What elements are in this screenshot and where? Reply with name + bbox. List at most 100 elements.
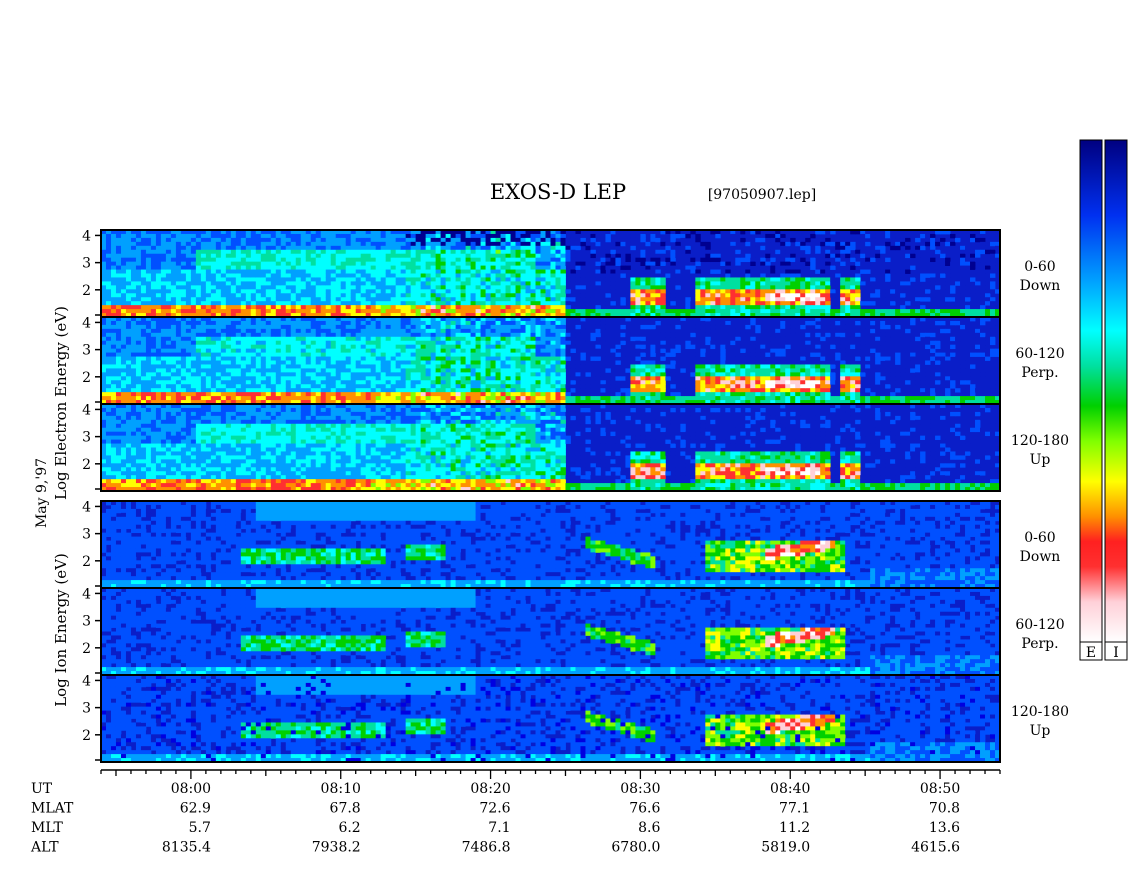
spectrogram-cell [885, 309, 891, 314]
spectrogram-cell [250, 237, 257, 243]
spectrogram-cell [370, 348, 377, 353]
spectrogram-cell [205, 237, 212, 243]
spectrogram-cell [280, 396, 287, 401]
spectrogram-cell [265, 356, 272, 361]
spectrogram-cell [155, 301, 162, 306]
spectrogram-cell [505, 324, 511, 330]
spectrogram-cell [485, 364, 491, 369]
spectrogram-cell [185, 253, 192, 259]
spectrogram-cell [860, 281, 866, 286]
spectrogram-cell [490, 237, 496, 243]
spectrogram-cell [155, 356, 162, 361]
spectrogram-cell [415, 384, 422, 389]
spectrogram-cell [290, 265, 297, 270]
spectrogram-cell [480, 352, 486, 357]
spectrogram-cell [420, 309, 427, 314]
spectrogram-cell [545, 237, 551, 243]
spectrogram-cell [350, 277, 357, 282]
spectrogram-cell [195, 237, 202, 243]
spectrogram-cell [270, 281, 277, 286]
spectrogram-cell [130, 360, 137, 365]
spectrogram-cell [500, 285, 506, 290]
spectrogram-cell [300, 253, 307, 259]
spectrogram-cell [280, 320, 287, 326]
spectrogram-cell [495, 348, 501, 353]
spectrogram-cell [380, 376, 387, 381]
spectrogram-cell [260, 269, 267, 274]
spectrogram-cell [135, 352, 142, 357]
spectrogram-cell [390, 344, 397, 350]
spectrogram-cell [385, 332, 392, 338]
spectrogram-cell [325, 289, 332, 294]
spectrogram-cell [340, 356, 347, 361]
spectrogram-cell [470, 230, 476, 235]
spectrogram-cell [910, 233, 916, 239]
spectrogram-cell [185, 281, 192, 286]
spectrogram-cell [370, 293, 377, 298]
spectrogram-cell [410, 309, 417, 314]
spectrogram-cell [215, 320, 222, 326]
spectrogram-cell [345, 293, 352, 298]
spectrogram-cell [400, 360, 407, 365]
spectrogram-cell [655, 281, 661, 286]
spectrogram-cell [335, 297, 342, 302]
spectrogram-cell [855, 281, 861, 286]
spectrogram-cell [115, 340, 122, 346]
spectrogram-cell [380, 320, 387, 326]
spectrogram-cell [285, 332, 292, 338]
spectrogram-cell [210, 233, 217, 239]
spectrogram-cell [725, 245, 731, 251]
spectrogram-cell [825, 253, 831, 259]
spectrogram-cell [375, 332, 382, 338]
spectrogram-cell [355, 324, 362, 330]
spectrogram-cell [610, 261, 616, 266]
spectrogram-cell [425, 388, 432, 393]
spectrogram-cell [165, 388, 172, 393]
spectrogram-cell [815, 289, 821, 294]
spectrogram-cell [110, 356, 117, 361]
spectrogram-cell [415, 273, 422, 278]
spectrogram-cell [240, 340, 247, 346]
spectrogram-cell [690, 269, 696, 274]
spectrogram-cell [380, 348, 387, 353]
spectrogram-cell [415, 392, 422, 397]
spectrogram-cell [630, 281, 636, 286]
spectrogram-cell [400, 249, 407, 255]
spectrogram-cell [235, 332, 242, 338]
spectrogram-cell [370, 356, 377, 361]
spectrogram-cell [365, 230, 372, 235]
spectrogram-cell [720, 305, 726, 310]
spectrogram-cell [335, 241, 342, 247]
spectrogram-cell [370, 396, 377, 401]
spectrogram-cell [425, 332, 432, 338]
spectrogram-cell [540, 285, 546, 290]
spectrogram-cell [475, 289, 481, 294]
spectrogram-cell [250, 372, 257, 377]
spectrogram-cell [130, 265, 137, 270]
spectrogram-cell [220, 372, 227, 377]
spectrogram-cell [390, 309, 397, 314]
spectrogram-cell [355, 249, 362, 255]
spectrogram-cell [190, 372, 197, 377]
spectrogram-cell [150, 372, 157, 377]
spectrogram-cell [165, 328, 172, 334]
spectrogram-cell [600, 249, 606, 255]
spectrogram-cell [715, 253, 721, 259]
spectrogram-cell [455, 368, 461, 373]
spectrogram-cell [220, 241, 227, 247]
spectrogram-cell [555, 241, 561, 247]
spectrogram-cell [535, 301, 541, 306]
spectrogram-cell [215, 368, 222, 373]
spectrogram-cell [470, 265, 476, 270]
spectrogram-cell [305, 281, 312, 286]
spectrogram-cell [730, 233, 736, 239]
spectrogram-cell [450, 257, 456, 263]
spectrogram-cell [865, 249, 871, 255]
spectrogram-cell [300, 297, 307, 302]
spectrogram-cell [285, 320, 292, 326]
spectrogram-cell [235, 281, 242, 286]
spectrogram-cell [140, 348, 147, 353]
spectrogram-cell [445, 328, 452, 334]
spectrogram-cell [425, 372, 432, 377]
spectrogram-cell [380, 372, 387, 377]
